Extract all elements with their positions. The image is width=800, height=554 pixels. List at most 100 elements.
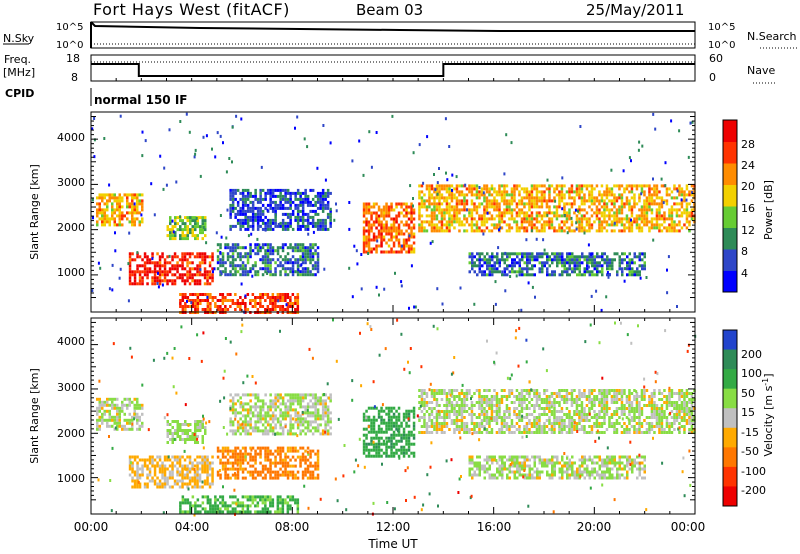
echo-cell <box>186 482 189 486</box>
echo-cell <box>451 188 453 192</box>
echo-cell <box>306 467 310 471</box>
echo-cell <box>304 249 307 253</box>
echo-cell <box>560 184 564 188</box>
echo-cell <box>279 501 282 505</box>
echo-cell <box>372 427 376 431</box>
echo-cell <box>261 446 265 450</box>
echo-cell <box>261 188 265 192</box>
echo-cell <box>440 196 444 200</box>
echo-cell <box>158 261 162 265</box>
echo-cell <box>458 208 461 212</box>
echo-cell <box>306 405 310 409</box>
echo-cell <box>153 261 157 265</box>
echo-cell <box>111 288 114 292</box>
echo-cell <box>390 238 393 242</box>
echo-cell <box>643 214 646 218</box>
power-y-tick-2000: 2000 <box>57 221 85 234</box>
echo-cell <box>201 441 204 444</box>
echo-cell <box>284 458 287 462</box>
echo-cell <box>630 220 634 224</box>
echo-cell <box>128 279 132 283</box>
echo-cell <box>256 420 260 424</box>
echo-cell <box>372 421 376 425</box>
echo-cell <box>321 224 325 228</box>
echo-cell <box>211 299 215 302</box>
echo-cell <box>251 455 255 459</box>
echo-cell <box>309 470 312 474</box>
echo-cell <box>271 452 275 456</box>
echo-cell <box>121 409 124 413</box>
echo-cell <box>400 436 403 440</box>
echo-cell <box>635 220 639 224</box>
echo-cell <box>601 270 604 274</box>
echo-cell <box>428 196 431 200</box>
echo-cell <box>121 406 124 410</box>
echo-cell <box>485 190 489 194</box>
echo-cell <box>351 159 354 163</box>
echo-cell <box>385 445 388 449</box>
echo-cell <box>274 221 277 225</box>
echo-cell <box>269 408 272 412</box>
echo-cell <box>269 191 272 195</box>
echo-cell <box>186 258 189 262</box>
echo-cell <box>301 452 305 456</box>
echo-cell <box>566 255 569 259</box>
echo-cell <box>208 261 212 265</box>
echo-cell <box>575 184 579 188</box>
echo-cell <box>498 190 501 194</box>
echo-cell <box>576 273 579 277</box>
echo-cell <box>234 393 237 397</box>
echo-cell <box>148 467 152 471</box>
echo-cell <box>126 427 129 431</box>
echo-cell <box>231 464 235 468</box>
echo-cell <box>249 299 252 302</box>
echo-cell <box>299 243 302 247</box>
echo-cell <box>231 258 235 262</box>
echo-cell <box>542 238 545 242</box>
echo-cell <box>316 258 320 262</box>
echo-cell <box>309 270 312 274</box>
echo-cell <box>382 229 386 233</box>
echo-cell <box>500 196 504 200</box>
echo-cell <box>229 420 232 424</box>
echo-cell <box>274 299 277 302</box>
echo-cell <box>483 229 486 233</box>
echo-cell <box>643 193 646 197</box>
echo-cell <box>558 229 561 233</box>
echo-cell <box>478 226 481 230</box>
echo-cell <box>515 202 519 206</box>
echo-cell <box>279 420 282 424</box>
echo-cell <box>249 464 252 468</box>
echo-cell <box>138 406 141 410</box>
echo-cell <box>236 452 240 456</box>
echo-cell <box>128 211 131 215</box>
echo-cell <box>296 197 300 201</box>
echo-cell <box>226 507 230 511</box>
echo-cell <box>390 445 393 449</box>
echo-cell <box>455 208 459 212</box>
echo-cell <box>211 504 215 508</box>
echo-cell <box>420 214 424 218</box>
echo-cell <box>198 476 202 480</box>
echo-cell <box>670 196 674 200</box>
echo-cell <box>643 223 646 227</box>
echo-cell <box>249 470 252 474</box>
echo-cell <box>231 243 235 247</box>
echo-cell <box>486 258 489 262</box>
echo-cell <box>116 415 119 419</box>
echo-cell <box>116 424 119 428</box>
echo-cell <box>291 473 295 477</box>
echo-cell <box>683 211 686 215</box>
echo-cell <box>488 187 491 191</box>
echo-cell <box>380 454 383 458</box>
echo-cell <box>540 217 544 221</box>
echo-cell <box>435 223 439 227</box>
echo-cell <box>495 205 499 209</box>
echo-cell <box>590 190 594 194</box>
echo-cell <box>387 439 391 443</box>
echo-cell <box>234 308 237 311</box>
echo-cell <box>504 251 507 255</box>
echo-cell <box>558 199 561 203</box>
echo-cell <box>234 510 237 514</box>
echo-cell <box>229 261 232 265</box>
